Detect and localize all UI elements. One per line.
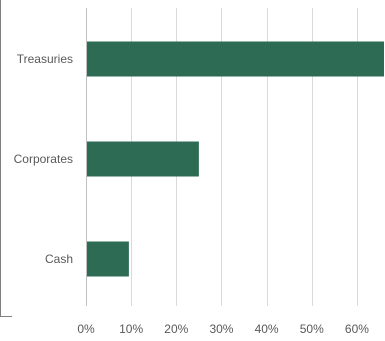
x-tick-label-0: 0% [77,322,95,336]
category-label-cash: Cash [45,252,73,266]
category-label-treasuries: Treasuries [17,52,73,66]
x-tick-label-60: 60% [345,322,369,336]
bar-corporates [86,141,199,177]
bar-cash [86,241,129,277]
x-tick-label-10: 10% [119,322,143,336]
category-label-corporates: Corporates [14,152,73,166]
bar-treasuries [86,41,384,77]
x-tick-label-20: 20% [164,322,188,336]
labels: Treasuries Corporates Cash 0% 10% 20% 30% 40% 50… [14,52,370,336]
bars [86,41,384,277]
x-tick-label-30: 30% [209,322,233,336]
x-tick-label-40: 40% [255,322,279,336]
x-tick-label-50: 50% [300,322,324,336]
chart-frame [0,0,12,317]
